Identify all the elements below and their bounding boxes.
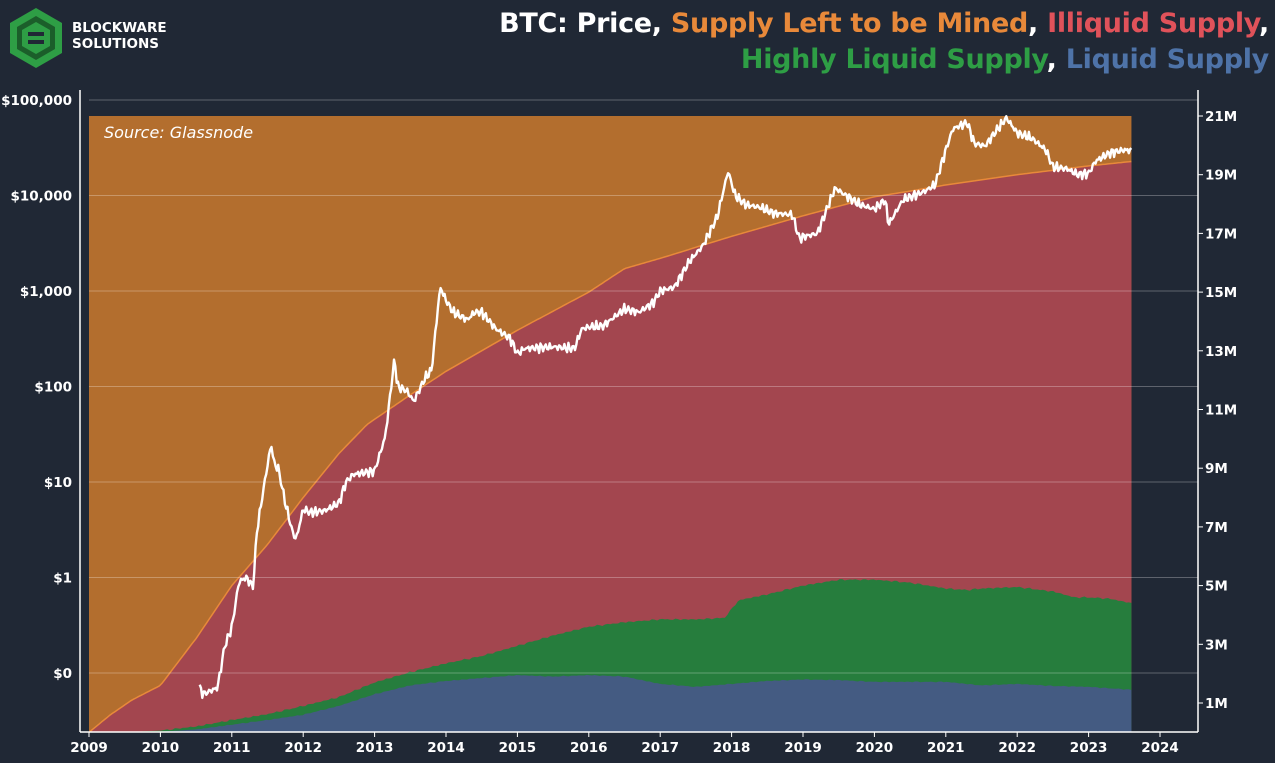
- brand-name-line2: SOLUTIONS: [72, 36, 160, 52]
- right-tick-label: 1M: [1205, 696, 1228, 712]
- title-line-2: Highly Liquid Supply, Liquid Supply: [499, 42, 1269, 78]
- line-btc-price: [198, 115, 1133, 700]
- left-tick-label: $100,000: [1, 93, 72, 109]
- x-tick-label: 2014: [427, 740, 465, 756]
- x-tick-label: 2020: [856, 740, 894, 756]
- title-sep: ,: [1046, 44, 1057, 75]
- right-tick-label: 3M: [1205, 637, 1228, 653]
- title-highly-liquid: Highly Liquid Supply: [740, 44, 1047, 75]
- area-liquid-supply: [89, 674, 1132, 733]
- left-tick-label: $1: [53, 571, 72, 587]
- title-illiquid: Illiquid Supply: [1047, 8, 1260, 39]
- left-tick-label: $1,000: [20, 284, 72, 300]
- x-tick-label: 2015: [499, 740, 537, 756]
- x-tick-label: 2018: [713, 740, 751, 756]
- source-label: Source: Glassnode: [104, 123, 253, 142]
- x-tick-label: 2009: [70, 740, 108, 756]
- x-tick-label: 2011: [213, 740, 251, 756]
- axes: $100,000 $10,000 $1,000 $100 $10 $1 $0 21M 19M 17…: [1, 90, 1237, 756]
- area-layers: [88, 116, 1132, 733]
- right-tick-label: 5M: [1205, 579, 1228, 595]
- x-tick-label: 2013: [356, 740, 394, 756]
- gridlines: [89, 99, 1198, 674]
- logo-mark-icon: [10, 8, 62, 68]
- left-tick-label: $0: [53, 666, 72, 682]
- x-tick-label: 2019: [784, 740, 822, 756]
- right-tick-label: 11M: [1205, 403, 1237, 419]
- right-tick-label: 13M: [1205, 344, 1237, 360]
- line-total-mined-supply: [88, 160, 1132, 733]
- brand-logo: BLOCKWARE SOLUTIONS: [6, 6, 167, 72]
- right-tick-label: 21M: [1205, 109, 1237, 125]
- title-liquid: Liquid Supply: [1065, 44, 1270, 75]
- right-tick-label: 9M: [1205, 461, 1228, 477]
- right-tick-label: 19M: [1205, 168, 1237, 184]
- right-tick-label: 7M: [1205, 520, 1228, 536]
- chart-title: BTC: Price, Supply Left to be Mined, Ill…: [499, 6, 1269, 78]
- title-supply-left: Supply Left to be Mined: [670, 8, 1029, 39]
- brand-name-line1: BLOCKWARE: [72, 20, 167, 36]
- title-sep: ,: [1259, 8, 1269, 39]
- x-tick-label: 2023: [1070, 740, 1108, 756]
- x-tick-label: 2016: [570, 740, 608, 756]
- x-tick-label: 2022: [998, 740, 1036, 756]
- price-layer: [198, 115, 1133, 700]
- title-line-1: BTC: Price, Supply Left to be Mined, Ill…: [499, 6, 1269, 42]
- title-sep: ,: [1028, 8, 1038, 39]
- right-tick-label: 15M: [1205, 285, 1237, 301]
- left-tick-label: $10,000: [11, 189, 73, 205]
- x-tick-label: 2017: [641, 740, 679, 756]
- x-tick-label: 2010: [142, 740, 180, 756]
- brand-name: BLOCKWARE SOLUTIONS: [72, 20, 167, 52]
- title-price: BTC: Price: [499, 8, 652, 39]
- x-tick-label: 2021: [927, 740, 965, 756]
- right-tick-label: 17M: [1205, 226, 1237, 242]
- x-tick-label: 2012: [284, 740, 322, 756]
- x-tick-label: 2024: [1141, 740, 1179, 756]
- left-tick-label: $10: [44, 475, 72, 491]
- left-tick-label: $100: [34, 380, 72, 396]
- title-sep: ,: [651, 8, 662, 39]
